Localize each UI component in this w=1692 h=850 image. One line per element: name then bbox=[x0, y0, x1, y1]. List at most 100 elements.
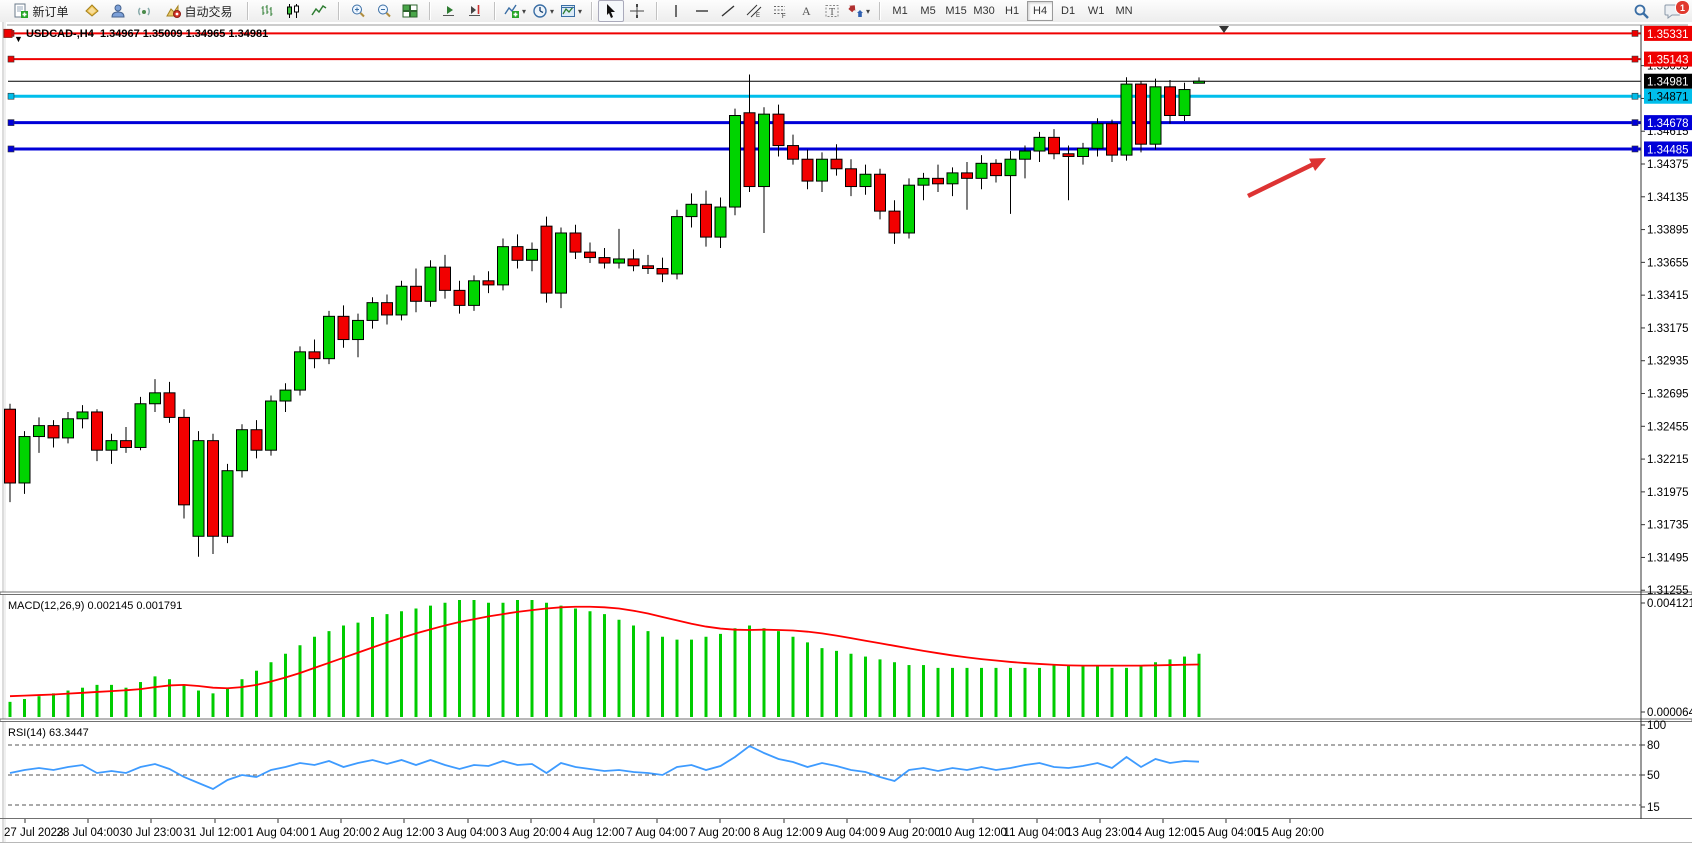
timeframe-mn-button[interactable]: MN bbox=[1115, 5, 1133, 17]
hline-marker[interactable] bbox=[7, 55, 15, 63]
chart-canvas[interactable]: 1.350951.348551.346151.343751.341351.338… bbox=[0, 22, 1692, 850]
channel-button[interactable]: E bbox=[741, 0, 767, 22]
timeframe-m15-button[interactable]: M15 bbox=[945, 5, 967, 17]
timeframe-h4-button[interactable]: H4 bbox=[1027, 1, 1054, 21]
bar-chart-button[interactable] bbox=[254, 0, 280, 22]
trendline-button[interactable] bbox=[715, 0, 741, 22]
candle bbox=[265, 400, 277, 451]
timeframe-m1-button[interactable]: M1 bbox=[892, 5, 908, 17]
market-button[interactable] bbox=[79, 0, 105, 22]
arrow-annotation[interactable] bbox=[1247, 160, 1318, 199]
hline-marker[interactable] bbox=[7, 119, 15, 126]
price-level-badge bbox=[1644, 51, 1692, 67]
candle bbox=[1019, 150, 1031, 160]
candle bbox=[207, 440, 219, 537]
candle bbox=[801, 158, 814, 182]
time-axis-label: 13 Aug 23:00 bbox=[1066, 827, 1134, 839]
hline-marker[interactable] bbox=[7, 92, 15, 100]
price-tick-label: 1.33655 bbox=[1647, 257, 1689, 269]
time-axis-label: 9 Aug 20:00 bbox=[879, 827, 940, 839]
profile-button[interactable] bbox=[105, 0, 131, 22]
timeframe-w1-button[interactable]: W1 bbox=[1087, 5, 1105, 17]
crosshair-button[interactable] bbox=[624, 0, 650, 22]
timeframe-d1-button[interactable]: D1 bbox=[1061, 5, 1076, 17]
time-axis-label: 28 Jul 04:00 bbox=[57, 827, 120, 839]
horizontal-line-icon bbox=[694, 3, 710, 19]
price-level-lines[interactable] bbox=[7, 30, 1641, 153]
candle bbox=[1077, 147, 1089, 157]
auto-scroll-button[interactable] bbox=[436, 0, 462, 22]
chart-ohlc-title: USDCAD-,H4 1.34967 1.35009 1.34965 1.349… bbox=[26, 28, 268, 40]
candle bbox=[294, 351, 306, 391]
fibonacci-button[interactable]: F bbox=[767, 0, 793, 22]
text-label-button[interactable]: T bbox=[819, 0, 845, 22]
svg-text:1.34485: 1.34485 bbox=[1647, 144, 1689, 156]
candle bbox=[33, 425, 45, 438]
timeframe-m30-button[interactable]: M30 bbox=[973, 5, 995, 17]
candle bbox=[874, 173, 886, 212]
vertical-line-button[interactable] bbox=[663, 0, 689, 22]
candle bbox=[1164, 86, 1176, 117]
new-order-button[interactable]: 新订单 bbox=[3, 0, 79, 22]
templates-icon bbox=[560, 3, 576, 19]
candlestick-chart-button[interactable] bbox=[280, 0, 306, 22]
zoom-out-button[interactable] bbox=[371, 0, 397, 22]
chart-shift-icon bbox=[467, 3, 483, 19]
candle bbox=[337, 315, 350, 341]
chart-shift-button[interactable] bbox=[462, 0, 488, 22]
candle bbox=[859, 173, 872, 188]
bar-chart-icon bbox=[259, 3, 275, 19]
chart-window[interactable]: 1.350951.348551.346151.343751.341351.338… bbox=[0, 22, 1692, 850]
time-axis-label: 1 Aug 20:00 bbox=[310, 827, 371, 839]
candle bbox=[424, 266, 437, 302]
profile-icon bbox=[110, 3, 126, 19]
time-axis-label: 1 Aug 04:00 bbox=[247, 827, 308, 839]
candle bbox=[598, 257, 611, 264]
timeframe-m5-button[interactable]: M5 bbox=[920, 5, 936, 17]
time-axis-label: 8 Aug 12:00 bbox=[753, 827, 814, 839]
line-chart-button[interactable] bbox=[306, 0, 332, 22]
text-button[interactable]: A bbox=[793, 0, 819, 22]
time-axis-label: 14 Aug 12:00 bbox=[1129, 827, 1197, 839]
autotrading-label: 自动交易 bbox=[184, 4, 233, 19]
indicators-button[interactable]: ▾ bbox=[501, 0, 529, 22]
templates-button[interactable]: ▾ bbox=[557, 0, 585, 22]
new-order-icon bbox=[13, 3, 29, 19]
hline-marker[interactable] bbox=[1631, 119, 1639, 126]
candle bbox=[700, 203, 712, 238]
object-anchor-icon[interactable]: ▼ bbox=[14, 34, 23, 44]
timeframe-h1-button[interactable]: H1 bbox=[1005, 5, 1020, 17]
candle bbox=[671, 216, 683, 275]
candle bbox=[1193, 80, 1205, 84]
cursor-button[interactable] bbox=[598, 0, 625, 22]
hline-left-anchor[interactable] bbox=[3, 28, 13, 38]
arrow-annotation-head[interactable] bbox=[1309, 158, 1326, 172]
candle bbox=[439, 266, 451, 291]
horizontal-line-button[interactable] bbox=[689, 0, 715, 22]
hline-marker[interactable] bbox=[1631, 55, 1639, 63]
text-label-icon: T bbox=[824, 3, 840, 19]
market-icon bbox=[84, 3, 100, 19]
zoom-in-button[interactable] bbox=[345, 0, 371, 22]
candle bbox=[366, 302, 379, 321]
periods-button[interactable]: ▾ bbox=[529, 0, 557, 22]
price-tick-label: 1.31495 bbox=[1647, 552, 1689, 564]
search-button[interactable] bbox=[1628, 0, 1654, 22]
candle bbox=[787, 145, 799, 160]
indicators-icon bbox=[504, 3, 520, 19]
hline-marker[interactable] bbox=[1631, 30, 1639, 37]
candle bbox=[482, 280, 495, 286]
price-tick-label: 1.33175 bbox=[1647, 323, 1689, 335]
chart-shift-marker[interactable] bbox=[1219, 26, 1229, 33]
svg-text:T: T bbox=[829, 7, 835, 18]
tile-windows-button[interactable] bbox=[397, 0, 423, 22]
hline-marker[interactable] bbox=[1631, 145, 1639, 153]
candle bbox=[830, 158, 843, 170]
signals-button[interactable] bbox=[131, 0, 157, 22]
autotrading-button[interactable]: 自动交易 bbox=[157, 0, 241, 22]
hline-marker[interactable] bbox=[7, 145, 15, 153]
chat-button[interactable]: 1 bbox=[1660, 0, 1690, 22]
arrows-button[interactable]: ▾ bbox=[845, 0, 873, 22]
hline-marker[interactable] bbox=[1631, 92, 1639, 100]
candle bbox=[18, 436, 31, 484]
